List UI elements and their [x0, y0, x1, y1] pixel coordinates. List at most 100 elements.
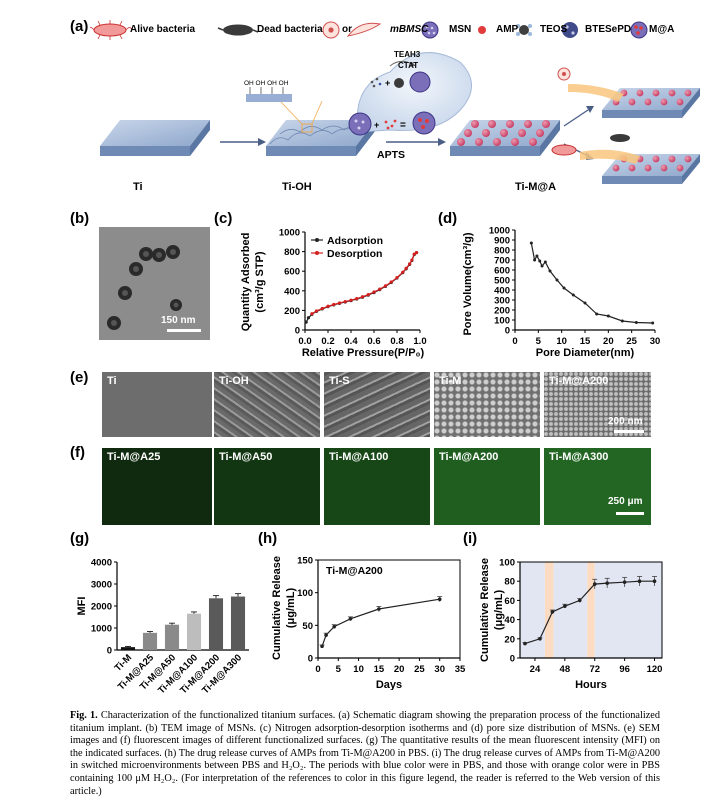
- y-tick-label: 80: [504, 577, 515, 588]
- y-tick-label: 100: [499, 558, 515, 569]
- fluor-label-a50: Ti-M@A50: [219, 451, 273, 463]
- release-point: [563, 604, 567, 608]
- x-tick-label: 72: [589, 664, 600, 675]
- outcome-mbmsc: [557, 67, 700, 118]
- y-tick-label: 0: [308, 654, 313, 665]
- x-tick-label: 10: [353, 664, 364, 675]
- sem-image-tis: Ti-S: [324, 372, 430, 437]
- desorption-point: [414, 250, 419, 255]
- legend-msn: MSN: [449, 24, 472, 35]
- synthesis-bubble: + + =: [348, 52, 472, 136]
- stage-tioh-label: Ti-OH: [282, 181, 312, 193]
- y-tick-label: 50: [302, 621, 313, 632]
- tem-image: 150 nm: [99, 227, 210, 340]
- y-axis-label: Pore Volume(cm³/g): [462, 232, 474, 335]
- x-axis-label: Pore Diameter(nm): [536, 347, 635, 359]
- x-tick-label: 0.2: [321, 336, 334, 347]
- pore-volume-point: [535, 254, 539, 258]
- sem-image-ti: Ti: [102, 372, 212, 437]
- x-tick-label: 25: [414, 664, 425, 675]
- panel-b-label: (b): [70, 210, 90, 227]
- x-tick-label: 25: [626, 336, 637, 347]
- y-tick-label: 3000: [91, 580, 112, 591]
- panel-a-schematic: + + =: [100, 52, 700, 184]
- x-tick-label: 120: [647, 664, 663, 675]
- desorption-point: [412, 252, 416, 256]
- desorption-point: [326, 304, 330, 308]
- x-tick-label: 20: [603, 336, 614, 347]
- x-tick-label: 0: [512, 336, 517, 347]
- ctat-label: CTAT: [398, 61, 419, 70]
- svg-text:=: =: [400, 120, 406, 131]
- release-point: [592, 582, 597, 586]
- legend-label: Adsorption: [327, 235, 383, 247]
- sem-label-tim: Ti-M: [439, 375, 462, 387]
- adsorption-point: [306, 316, 311, 320]
- shaded-period: [553, 562, 588, 658]
- desorption-point: [372, 290, 376, 294]
- bar: [164, 624, 180, 650]
- legend-mbmsc: mBMSC: [390, 24, 429, 35]
- legend-dead-bacteria: Dead bacteria: [257, 24, 323, 35]
- figure-caption: Fig. 1. Characterization of the function…: [70, 710, 660, 798]
- y-tick-label: 0: [295, 326, 300, 337]
- ma-icon: [630, 21, 648, 39]
- fluor-label-a300: Ti-M@A300: [549, 451, 609, 463]
- release-point: [577, 598, 582, 603]
- pore-volume-point: [543, 260, 547, 264]
- x-tick-label: 30: [434, 664, 445, 675]
- legend-alive-bacteria: Alive bacteria: [130, 24, 196, 35]
- pore-volume-point: [634, 321, 638, 324]
- bar: [120, 647, 136, 650]
- legend-ma: M@A: [649, 24, 675, 35]
- stage-tima-label: Ti-M@A: [515, 181, 557, 193]
- panel-c-label: (c): [214, 210, 233, 227]
- release-hours-chart: 0 20 40 60 80 100 24 48 72 96 120 Cumulative Releas…: [479, 558, 663, 690]
- y-tick-label: 1000: [489, 226, 510, 237]
- teos-icon: [516, 24, 532, 36]
- mbmsc-icon: [322, 21, 382, 39]
- fluor-image-a100: Ti-M@A100: [324, 448, 430, 525]
- legend-btesepd: BTESePD: [585, 24, 632, 35]
- y-tick-label: 400: [284, 286, 300, 297]
- release-point: [637, 579, 642, 583]
- outcome-bacteria: [551, 134, 700, 184]
- y-tick-label: 300: [494, 296, 510, 307]
- chart-title: Ti-M@A200: [326, 565, 383, 577]
- desorption-point: [408, 262, 412, 266]
- sem-image-tim: Ti-M: [434, 372, 540, 437]
- legend-marker: [315, 238, 319, 242]
- x-tick-label: 10: [556, 336, 567, 347]
- y-axis-label: (μg/mL): [493, 590, 505, 631]
- release-point: [437, 597, 442, 601]
- y-tick-label: 20: [504, 634, 515, 645]
- desorption-point: [389, 280, 393, 284]
- desorption-point: [410, 258, 414, 262]
- msn-icon: [421, 21, 439, 39]
- desorption-point: [310, 312, 314, 316]
- pore-volume-point: [533, 258, 537, 262]
- y-tick-label: 600: [494, 266, 510, 277]
- isotherm-chart: 0 200 400 600 800 1000 0.0 0.2 0.4 0.6 0.8 1.0 Adsor…: [240, 228, 427, 360]
- alive-bacteria-icon: [90, 20, 133, 40]
- shaded-period: [520, 562, 545, 658]
- shaded-period: [544, 562, 554, 658]
- pore-volume-point: [583, 301, 587, 305]
- fluor-image-a200: Ti-M@A200: [434, 448, 540, 525]
- pore-volume-point: [595, 312, 599, 316]
- desorption-line: [311, 252, 417, 315]
- tem-scale-label: 150 nm: [161, 315, 196, 326]
- fluor-image-a25: Ti-M@A25: [102, 448, 212, 525]
- x-tick-label: 15: [374, 664, 385, 675]
- adsorption-line: [305, 252, 417, 323]
- x-axis-label: Relative Pressure(P/P₀): [302, 347, 425, 359]
- pore-volume-point: [548, 269, 552, 273]
- desorption-point: [337, 301, 342, 305]
- desorption-point: [378, 287, 382, 291]
- teah3-label: TEAH3: [394, 50, 421, 59]
- panel-a-label: (a): [70, 18, 89, 35]
- bar: [230, 596, 246, 650]
- x-tick-label: 24: [530, 664, 541, 675]
- tima-substrate: [450, 120, 560, 156]
